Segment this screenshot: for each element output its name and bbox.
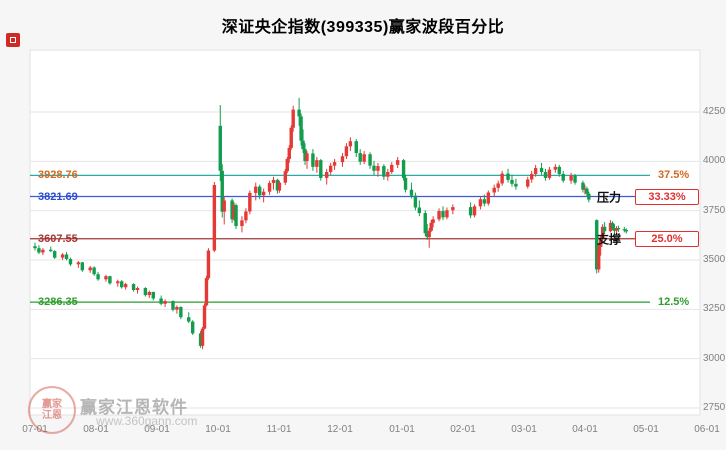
- x-axis-tick: 03-01: [511, 424, 537, 435]
- x-axis-tick: 01-01: [389, 424, 415, 435]
- x-axis-tick: 09-01: [144, 424, 170, 435]
- y-axis-tick: 3250: [703, 303, 726, 314]
- y-axis-tick: 3500: [703, 254, 726, 265]
- seal-text: 赢家江恩: [42, 398, 62, 422]
- level-percent-12-5: 12.5%: [658, 296, 690, 309]
- watermark-url: www.360gann.com: [96, 414, 198, 428]
- x-axis-tick: 08-01: [83, 424, 109, 435]
- level-value-3821: 3821.69: [38, 190, 78, 203]
- x-axis-tick: 10-01: [205, 424, 231, 435]
- x-axis-tick: 11-01: [266, 424, 292, 435]
- support-percent-badge[interactable]: 25.0%: [635, 230, 699, 247]
- x-axis-tick: 05-01: [633, 424, 659, 435]
- x-axis-tick: 04-01: [572, 424, 598, 435]
- x-axis-tick: 07-01: [22, 424, 48, 435]
- x-axis-tick: 02-01: [450, 424, 476, 435]
- app-corner-icon[interactable]: [6, 33, 20, 47]
- level-value-3286: 3286.35: [38, 296, 78, 309]
- y-axis-tick: 3000: [703, 353, 726, 364]
- level-value-3928: 3928.76: [38, 169, 78, 182]
- resistance-percent-badge[interactable]: 33.33%: [635, 188, 699, 205]
- y-axis-tick: 4000: [703, 155, 726, 166]
- level-value-3607: 3607.55: [38, 232, 78, 245]
- winner-gann-seal-logo: 赢家江恩: [28, 386, 76, 434]
- y-axis-tick: 4250: [703, 106, 726, 117]
- resistance-label: 压力: [597, 190, 622, 205]
- chart-title: 深证央企指数(399335)赢家波段百分比: [221, 19, 505, 36]
- x-axis-tick: 12-01: [327, 424, 353, 435]
- x-axis-tick: 06-01: [694, 424, 720, 435]
- watermark-brand: 赢家江恩软件: [80, 398, 188, 417]
- y-axis-tick: 3750: [703, 205, 726, 216]
- y-axis-tick: 2750: [703, 402, 726, 413]
- support-label: 支撑: [597, 232, 622, 247]
- level-percent-37-5: 37.5%: [658, 169, 690, 182]
